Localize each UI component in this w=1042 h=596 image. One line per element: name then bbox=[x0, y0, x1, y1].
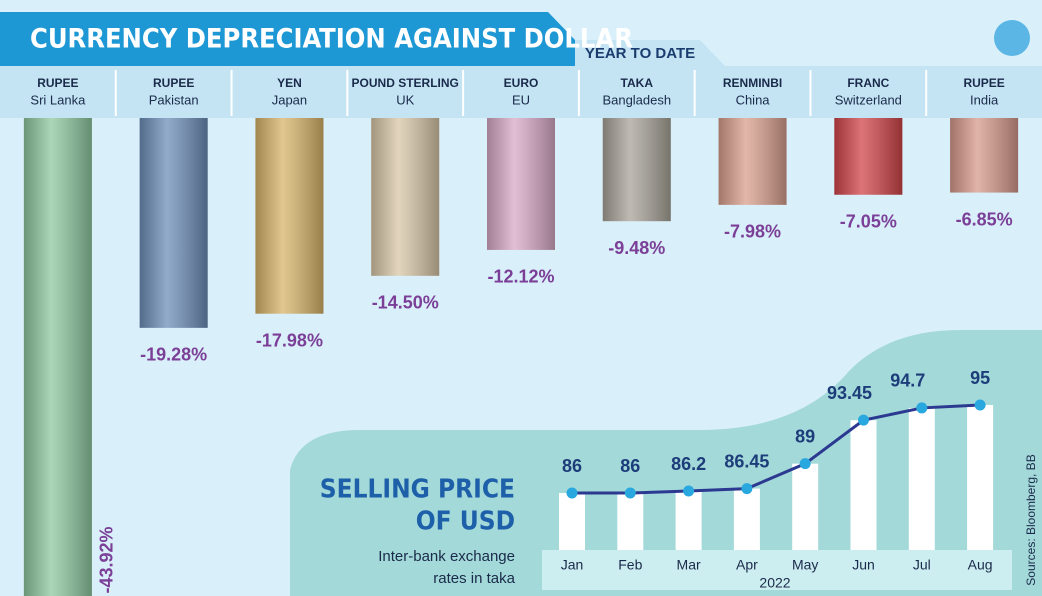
point bbox=[683, 485, 695, 497]
x-tick-label: Apr bbox=[736, 557, 758, 573]
column bbox=[850, 420, 877, 550]
value-label: 86.45 bbox=[724, 451, 769, 471]
value-label: -7.98% bbox=[724, 222, 781, 242]
category-label: TAKA bbox=[621, 76, 654, 90]
value-label: -9.48% bbox=[608, 238, 665, 258]
column bbox=[559, 493, 585, 550]
x-tick-label: Feb bbox=[618, 557, 642, 573]
column bbox=[617, 493, 644, 550]
country-label: Switzerland bbox=[835, 92, 902, 107]
point bbox=[799, 458, 811, 470]
point bbox=[974, 399, 986, 411]
value-label: -17.98% bbox=[256, 330, 323, 350]
line bbox=[572, 403, 981, 495]
column bbox=[967, 405, 994, 550]
value-label: 94.7 bbox=[890, 371, 925, 391]
value-label: -19.28% bbox=[140, 345, 207, 365]
category-label: EURO bbox=[504, 76, 539, 90]
logo bbox=[994, 20, 1030, 56]
point bbox=[741, 483, 753, 495]
line-subtitle: rates in taka bbox=[433, 570, 515, 587]
category-label: RUPEE bbox=[153, 76, 194, 90]
column bbox=[908, 407, 935, 550]
category-label: RUPEE bbox=[963, 76, 1004, 90]
point bbox=[916, 402, 928, 414]
roll-shade bbox=[371, 118, 440, 276]
point bbox=[858, 414, 869, 426]
roll-shade bbox=[23, 118, 92, 596]
country-label: China bbox=[736, 92, 771, 107]
category-label: RENMINBI bbox=[723, 76, 782, 90]
subtitle: YEAR TO DATE bbox=[585, 45, 695, 62]
value-label: -7.05% bbox=[840, 211, 897, 231]
country-label: Japan bbox=[272, 92, 307, 107]
point bbox=[566, 487, 578, 499]
source: Sources: Bloomberg, BB bbox=[1024, 454, 1038, 585]
value-label: -14.50% bbox=[372, 293, 439, 313]
chart-title: CURRENCY DEPRECIATION AGAINST DOLLAR bbox=[30, 24, 633, 55]
country-label: India bbox=[970, 92, 999, 107]
roll-shade bbox=[834, 118, 903, 195]
title-tab bbox=[0, 12, 575, 66]
x-tick-label: Jan bbox=[561, 557, 584, 573]
column bbox=[792, 463, 819, 550]
line-title: SELLING PRICE bbox=[320, 475, 515, 505]
roll-shade bbox=[487, 118, 555, 250]
country-label: UK bbox=[396, 92, 414, 107]
category-label: FRANC bbox=[847, 76, 889, 90]
column bbox=[675, 491, 702, 550]
value-label: -12.12% bbox=[487, 267, 554, 287]
value-label: 89 bbox=[795, 426, 815, 446]
point bbox=[624, 487, 636, 499]
country-label: Sri Lanka bbox=[30, 92, 86, 107]
category-label: YEN bbox=[277, 76, 302, 90]
roll-shade bbox=[950, 118, 1019, 193]
category-label: POUND STERLING bbox=[352, 76, 459, 90]
category-label: RUPEE bbox=[37, 76, 78, 90]
roll-shade bbox=[255, 118, 324, 314]
value-label: 86 bbox=[620, 456, 640, 476]
line-title: OF USD bbox=[416, 507, 515, 537]
x-axis-label: 2022 bbox=[759, 575, 790, 591]
x-tick-label: May bbox=[792, 557, 818, 573]
value-label: -6.85% bbox=[956, 209, 1013, 229]
value-label: 86.2 bbox=[671, 454, 706, 474]
x-tick-label: Mar bbox=[677, 557, 701, 573]
x-tick-label: Jun bbox=[852, 557, 875, 573]
country-label: EU bbox=[512, 92, 530, 107]
value-label: 95 bbox=[970, 368, 990, 388]
country-label: Pakistan bbox=[149, 92, 199, 107]
x-tick-label: Jul bbox=[913, 557, 931, 573]
country-label: Bangladesh bbox=[602, 92, 671, 107]
roll-shade bbox=[139, 118, 208, 328]
roll-shade bbox=[718, 118, 787, 205]
value-label: 93.45 bbox=[827, 383, 872, 403]
x-axis-band bbox=[542, 550, 1012, 590]
roll-shade bbox=[602, 118, 671, 222]
value-label: -43.92% bbox=[97, 526, 117, 593]
column bbox=[733, 488, 760, 550]
line-subtitle: Inter-bank exchange bbox=[378, 548, 515, 565]
value-label: 86 bbox=[562, 456, 582, 476]
x-tick-label: Aug bbox=[968, 557, 993, 573]
